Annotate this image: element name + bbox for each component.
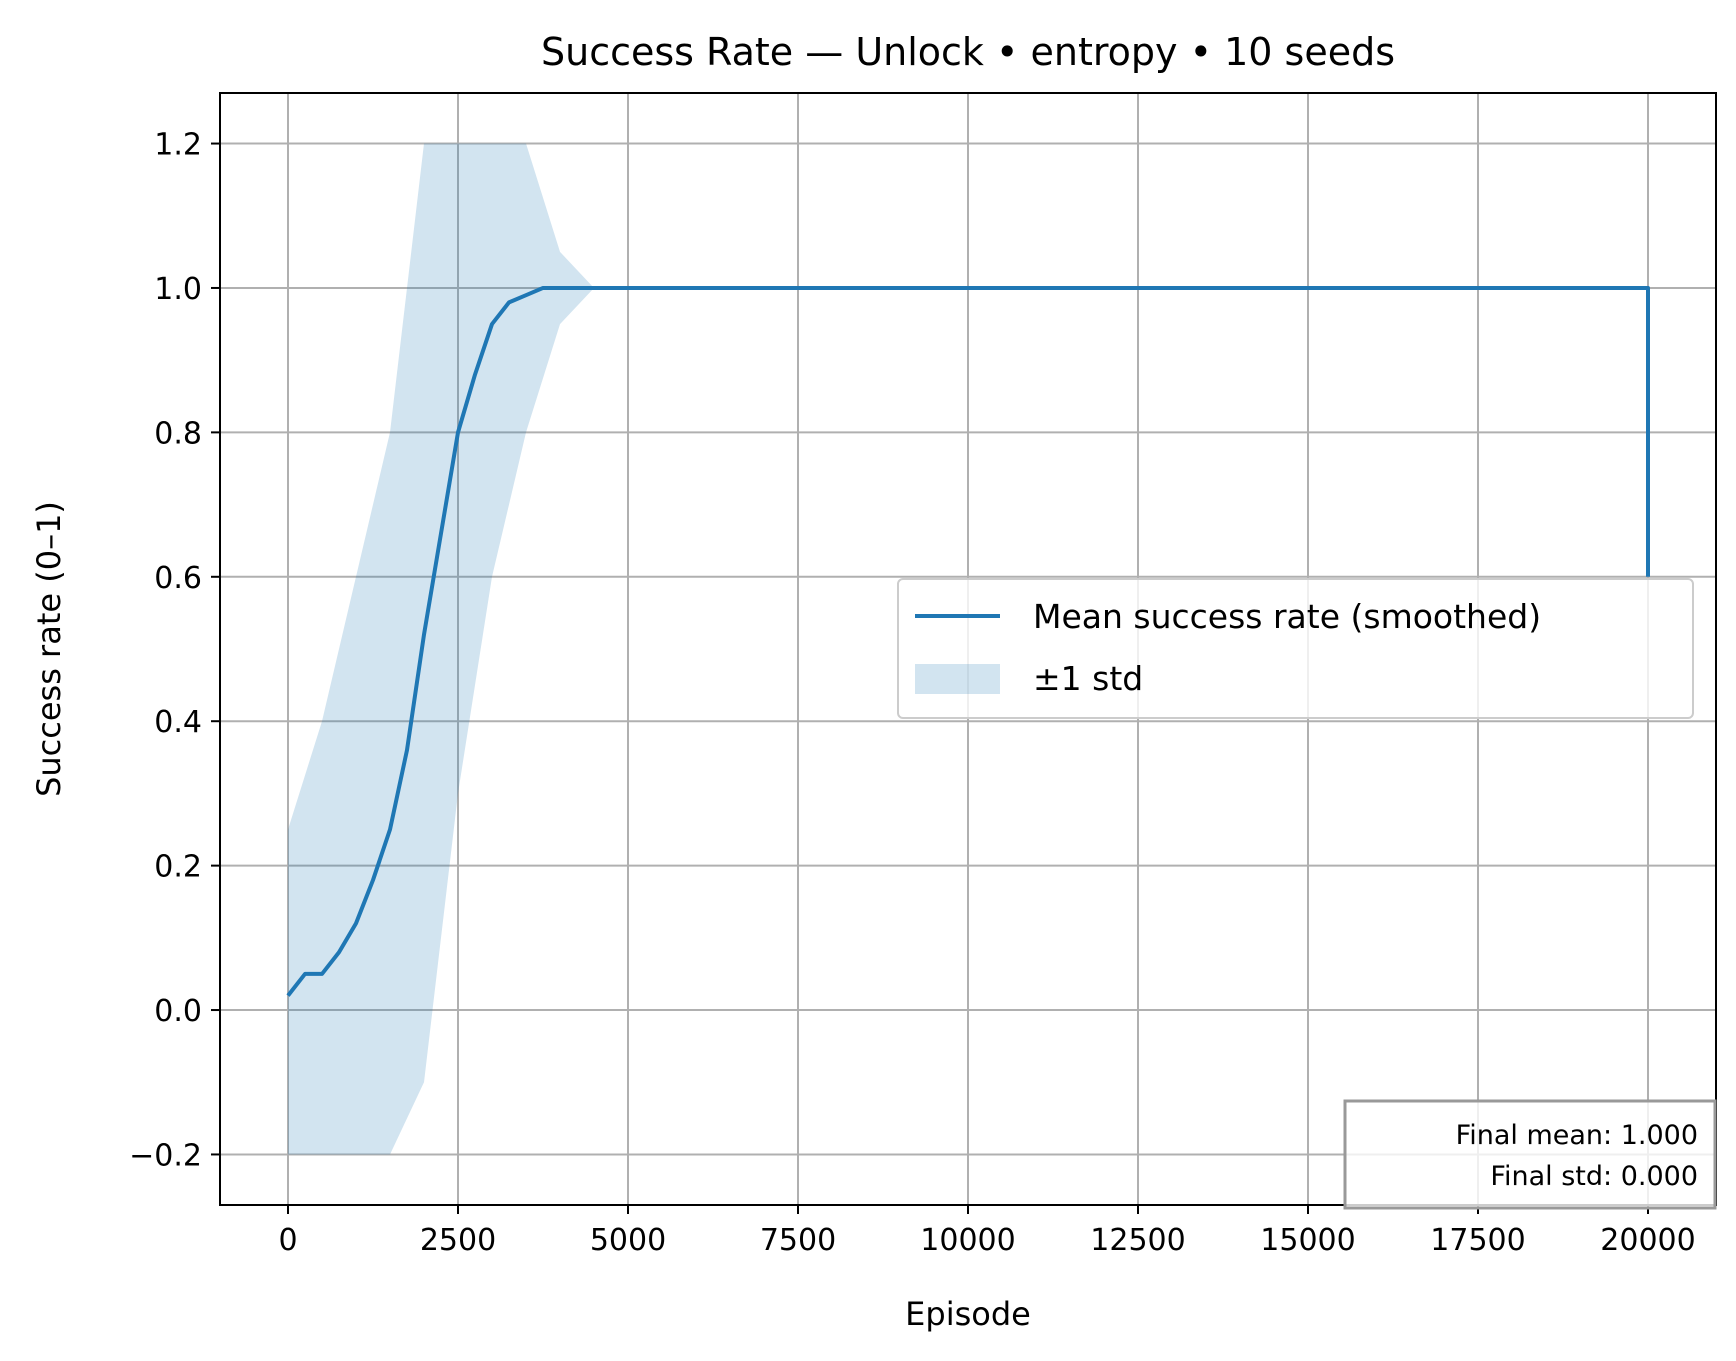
x-tick-label-0: 0 xyxy=(278,1223,297,1258)
std-band xyxy=(288,143,594,1155)
y-tick-label-5: 0.8 xyxy=(154,416,202,451)
x-tick-label-3: 7500 xyxy=(760,1223,836,1258)
std-band-area xyxy=(288,143,594,1155)
final-stats-box: Final mean: 1.000 Final std: 0.000 xyxy=(1343,1099,1717,1210)
final-mean-text: Final mean: 1.000 xyxy=(1456,1120,1698,1151)
mean-line xyxy=(286,285,1650,997)
x-tick-label-8: 20000 xyxy=(1600,1223,1695,1258)
x-tick-label-5: 12500 xyxy=(1090,1223,1185,1258)
x-tick-label-4: 10000 xyxy=(920,1223,1015,1258)
x-axis-title: Episode xyxy=(905,1295,1031,1333)
x-tick-label-1: 2500 xyxy=(420,1223,496,1258)
y-tick-label-4: 0.6 xyxy=(154,561,202,596)
x-axis-ticks: 0 2500 5000 7500 10000 12500 15000 17500 20000 xyxy=(278,1205,1696,1258)
stats-box-frame xyxy=(1343,1099,1717,1210)
y-tick-label-1: 0.0 xyxy=(154,994,202,1029)
y-tick-label-7: 1.2 xyxy=(154,128,202,163)
legend-label-mean: Mean success rate (smoothed) xyxy=(1033,597,1541,636)
chart-title: Success Rate — Unlock • entropy • 10 see… xyxy=(541,30,1395,74)
legend-band-swatch xyxy=(915,664,1000,694)
y-tick-label-0: −0.2 xyxy=(129,1138,202,1173)
legend-label-std: ±1 std xyxy=(1033,659,1143,698)
y-axis-title: Success rate (0–1) xyxy=(30,501,68,797)
legend: Mean success rate (smoothed) ±1 std xyxy=(897,578,1694,719)
x-tick-label-7: 17500 xyxy=(1430,1223,1525,1258)
legend-box xyxy=(897,578,1694,719)
y-tick-label-6: 1.0 xyxy=(154,272,202,307)
x-tick-label-6: 15000 xyxy=(1260,1223,1355,1258)
y-tick-label-3: 0.4 xyxy=(154,705,202,740)
y-tick-label-2: 0.2 xyxy=(154,850,202,885)
x-tick-label-2: 5000 xyxy=(590,1223,666,1258)
final-std-text: Final std: 0.000 xyxy=(1490,1161,1698,1192)
y-axis-ticks: −0.2 0.0 0.2 0.4 0.6 0.8 1.0 1.2 xyxy=(129,128,220,1173)
mean-success-line xyxy=(286,285,1650,997)
